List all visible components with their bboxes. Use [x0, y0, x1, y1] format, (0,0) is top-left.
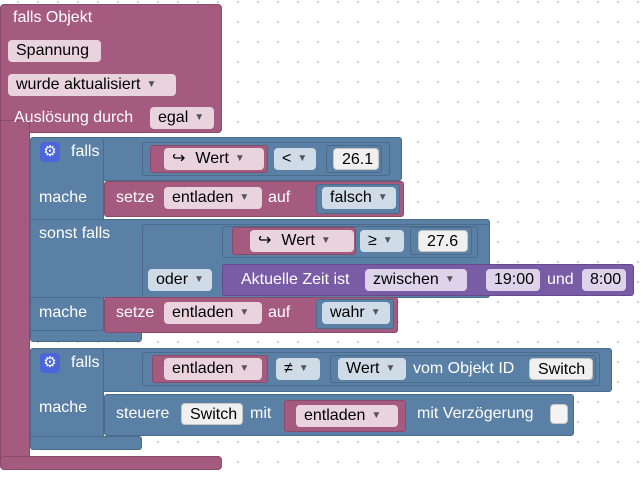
variable-reference-icon: ↪ — [258, 232, 272, 249]
set-var-dropdown-2[interactable]: entladen ▼ — [164, 302, 262, 324]
entladen-dropdown-2[interactable]: entladen ▼ — [296, 405, 398, 427]
entladen-dropdown-1[interactable]: entladen ▼ — [164, 358, 262, 380]
if-label-2: falls — [71, 354, 100, 371]
do-label-3: mache — [39, 399, 88, 416]
variable-reference-icon: ↪ — [172, 150, 186, 167]
prop-dropdown[interactable]: Wert ▼ — [338, 358, 406, 380]
control-target-field[interactable]: Switch — [181, 403, 243, 425]
wert-dropdown-2[interactable]: ↪ Wert ▼ — [250, 230, 354, 252]
dropdown-arrow-icon: ▼ — [194, 274, 204, 285]
dropdown-arrow-icon: ▼ — [320, 235, 331, 246]
time-and-label: und — [547, 271, 574, 288]
number-field-1[interactable]: 26.1 — [333, 148, 379, 170]
set-var-dropdown-1[interactable]: entladen ▼ — [164, 187, 262, 209]
dropdown-arrow-icon: ▼ — [382, 235, 393, 246]
set-label-2: setze — [116, 304, 155, 321]
dropdown-arrow-icon: ▼ — [146, 79, 157, 90]
if-block-2-footer — [30, 436, 142, 450]
event-title: falls Objekt — [13, 9, 93, 26]
with-label: mit — [250, 405, 272, 422]
dropdown-arrow-icon: ▼ — [371, 410, 382, 421]
time-mode-dropdown[interactable]: zwischen ▼ — [365, 269, 467, 291]
dropdown-arrow-icon: ▼ — [239, 192, 250, 203]
dropdown-arrow-icon: ▼ — [239, 307, 250, 318]
logic-op-dropdown[interactable]: oder ▼ — [148, 269, 212, 291]
delay-label: mit Verzögerung — [417, 405, 534, 422]
time-check-label: Aktuelle Zeit ist — [241, 271, 350, 288]
object-name-field[interactable]: Spannung — [8, 40, 101, 62]
operator-dropdown-1[interactable]: < ▼ — [274, 148, 316, 170]
dropdown-arrow-icon: ▼ — [377, 192, 388, 203]
of-object-label: vom Objekt ID — [413, 360, 515, 377]
cause-label: Auslösung durch — [14, 109, 134, 126]
event-block-spine — [0, 120, 30, 464]
dropdown-arrow-icon: ▼ — [444, 274, 455, 285]
dropdown-arrow-icon: ▼ — [297, 153, 308, 164]
to-label-1: auf — [268, 189, 291, 206]
dropdown-arrow-icon: ▼ — [234, 153, 245, 164]
bool-dropdown-wahr[interactable]: wahr ▼ — [322, 302, 390, 324]
do-label-1: mache — [39, 189, 88, 206]
if-label-1: falls — [71, 143, 100, 160]
set-label-1: setze — [116, 189, 155, 206]
time-from-field[interactable]: 19:00 — [486, 269, 540, 291]
gear-icon[interactable]: ⚙ — [40, 142, 60, 162]
to-label-2: auf — [268, 304, 291, 321]
elseif-label: sonst falls — [39, 225, 111, 242]
dropdown-arrow-icon: ▼ — [194, 112, 205, 123]
gear-icon[interactable]: ⚙ — [40, 353, 60, 373]
bool-dropdown-falsch[interactable]: falsch ▼ — [322, 187, 396, 209]
if-block-1-footer — [30, 330, 142, 342]
operator-dropdown-2[interactable]: ≥ ▼ — [360, 230, 404, 252]
control-label: steuere — [116, 405, 170, 422]
dropdown-arrow-icon: ▼ — [239, 363, 250, 374]
object-id-field[interactable]: Switch — [529, 358, 593, 380]
trigger-dropdown[interactable]: wurde aktualisiert ▼ — [8, 74, 176, 96]
dropdown-arrow-icon: ▼ — [370, 307, 381, 318]
number-field-2[interactable]: 27.6 — [418, 230, 468, 252]
time-to-field[interactable]: 8:00 — [582, 269, 626, 291]
event-block-footer — [0, 456, 222, 470]
cause-dropdown[interactable]: egal ▼ — [150, 107, 214, 129]
operator-dropdown-3[interactable]: ≠ ▼ — [276, 358, 320, 380]
do-label-2: mache — [39, 304, 88, 321]
delay-checkbox[interactable] — [550, 404, 568, 424]
dropdown-arrow-icon: ▼ — [298, 363, 309, 374]
wert-dropdown-1[interactable]: ↪ Wert ▼ — [164, 148, 264, 170]
dropdown-arrow-icon: ▼ — [385, 363, 396, 374]
